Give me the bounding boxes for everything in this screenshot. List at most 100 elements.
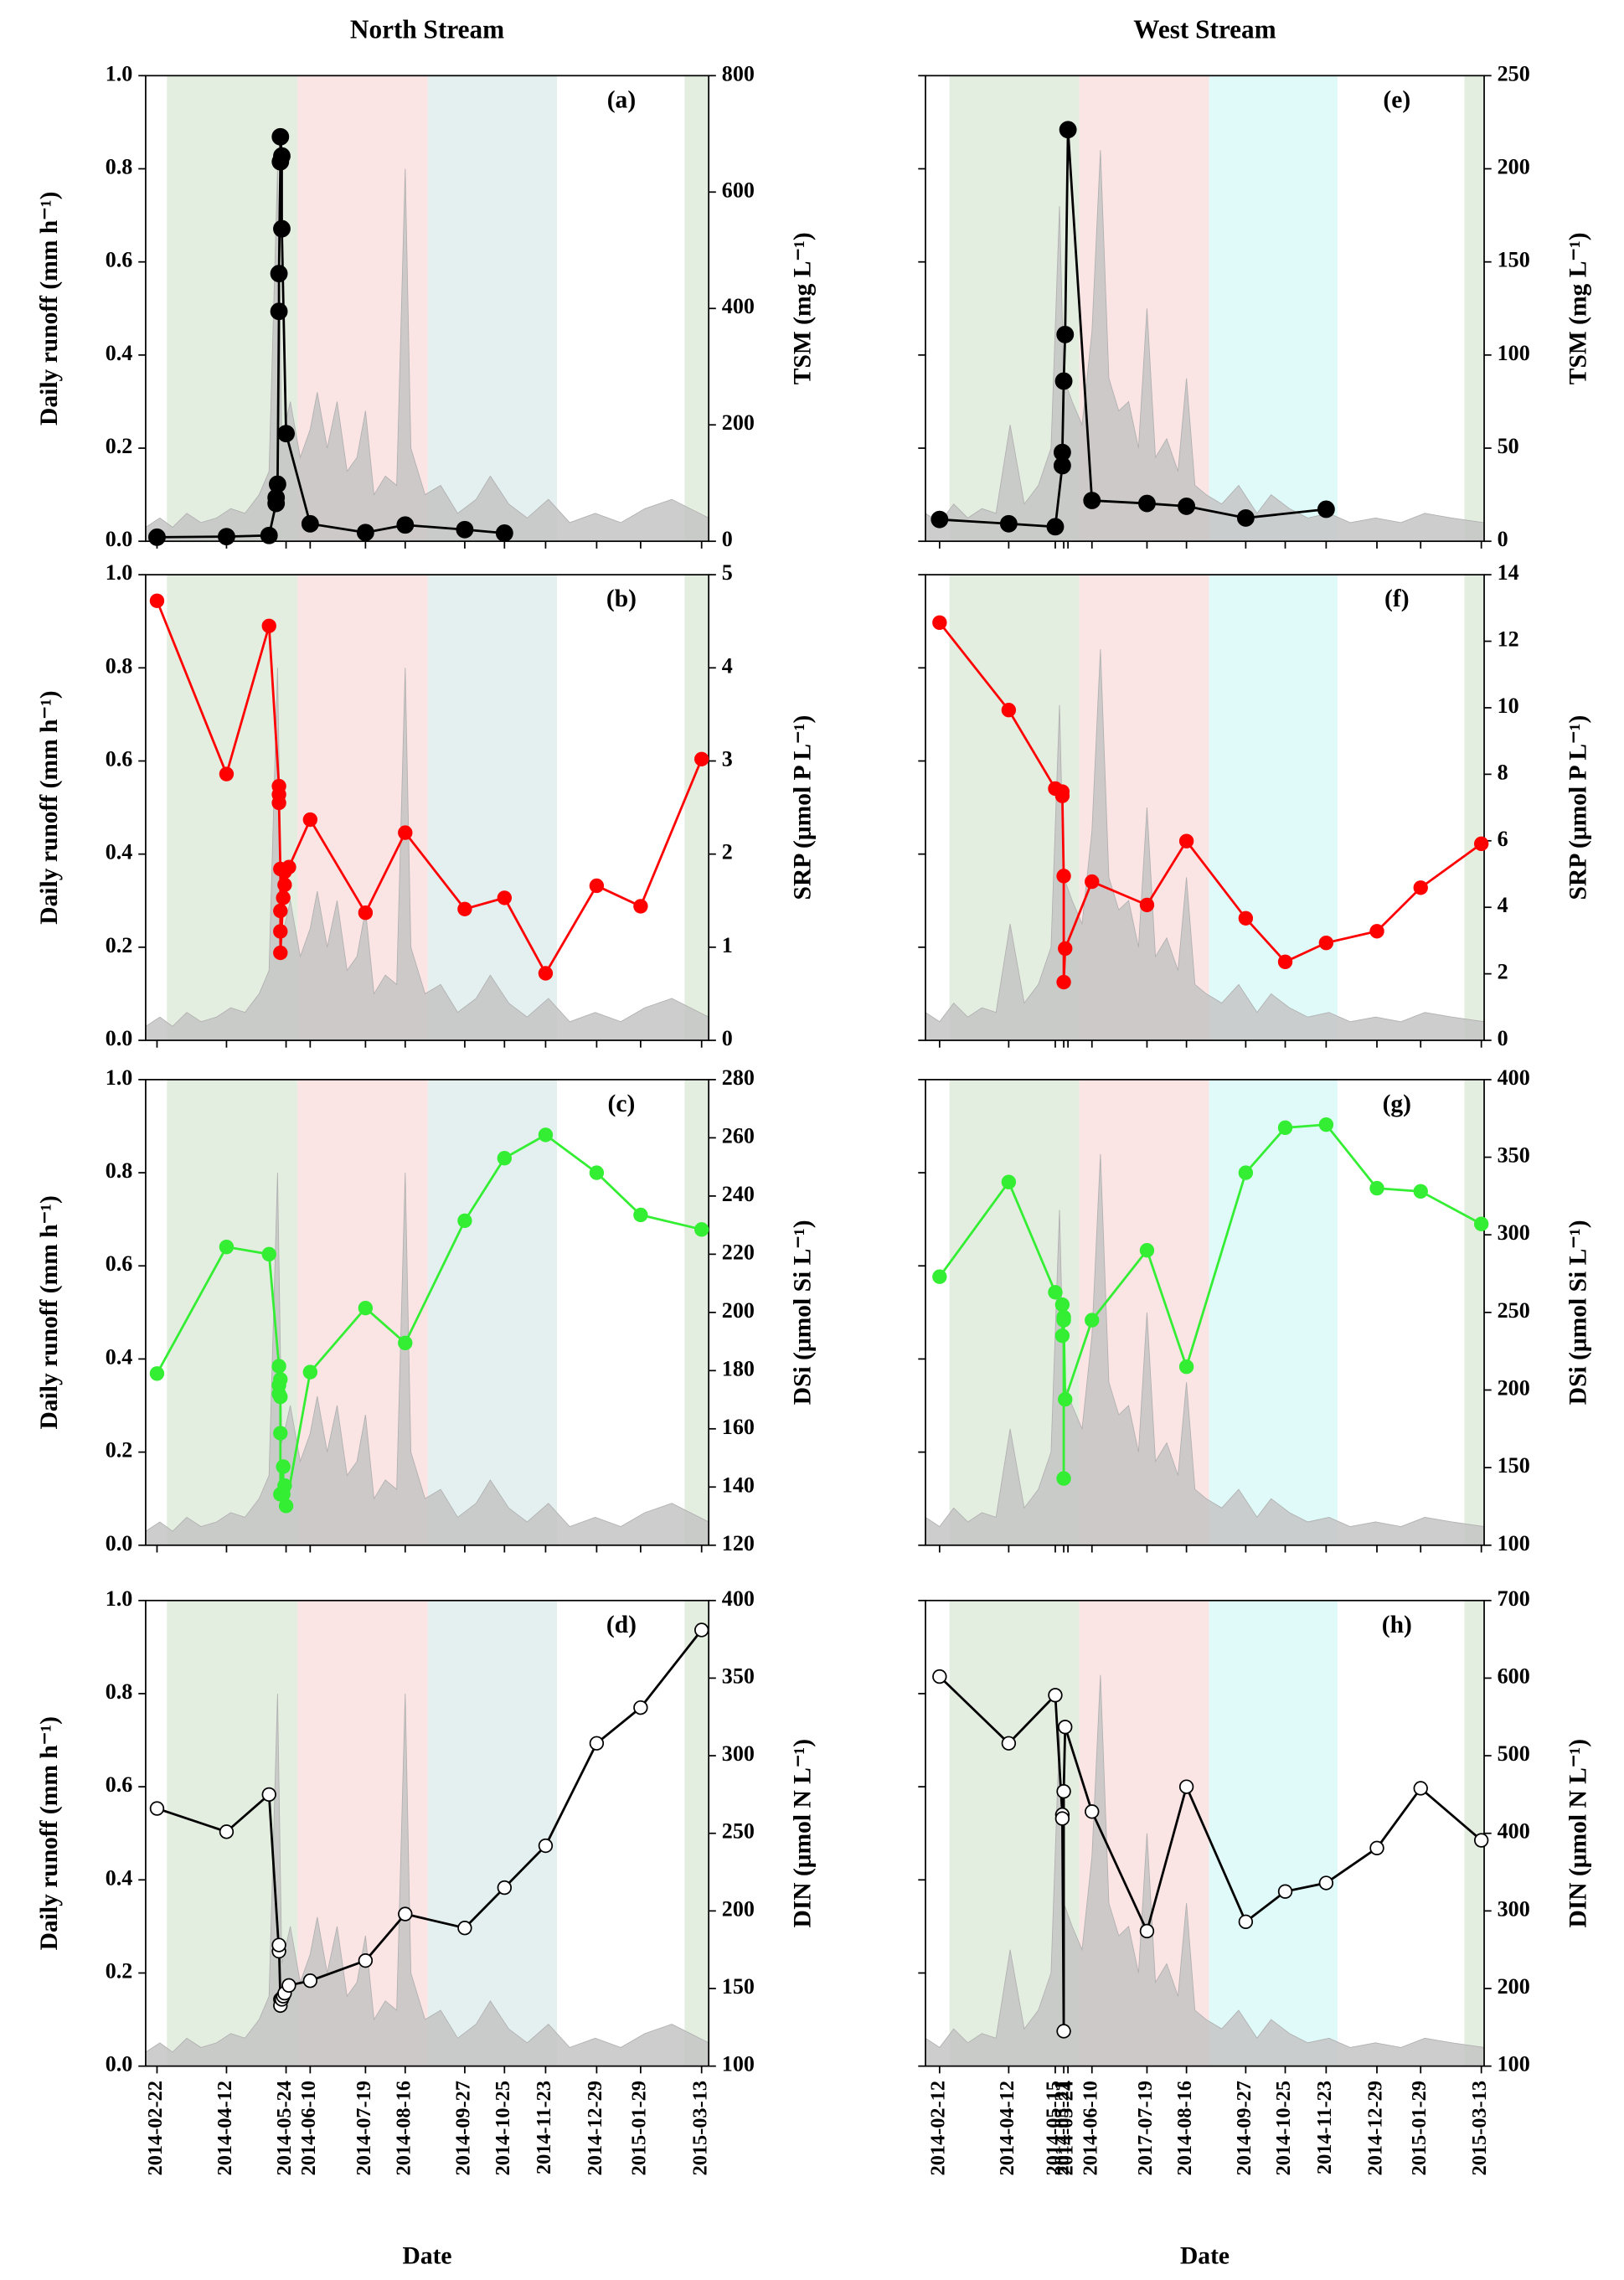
data-point [1318,1117,1334,1132]
y2-tick-label: 250 [1498,61,1530,85]
y-tick-label: 0.8 [106,1158,133,1183]
y2-tick-label: 1 [722,933,733,957]
runoff-area [925,1674,1485,2066]
data-point [219,1824,235,1839]
data-point [1056,1784,1071,1799]
y2-tick-label: 10 [1498,694,1519,718]
y-tick-label: 0.8 [106,1679,133,1704]
data-point [932,1269,947,1284]
x-tick-label: 2014-02-12 [926,2081,949,2175]
data-point [358,1952,374,1968]
y-tick-label: 0.0 [106,1531,133,1555]
data-point [538,1127,554,1143]
data-point [1369,924,1384,939]
y2-tick-label: 0 [722,527,733,551]
y2-tick-label: 50 [1498,434,1519,458]
y2-tick-label: 260 [722,1123,755,1148]
y2-tick-label: 150 [722,1974,755,1999]
season-band [684,575,709,1041]
y2-tick-label: 4 [1498,893,1508,917]
runoff-area [145,1693,709,2066]
data-point [273,1372,288,1387]
y2-tick-label: 4 [722,653,733,678]
data-point [301,514,319,533]
season-band [1209,1079,1338,1545]
data-point [358,1300,374,1316]
column-title: West Stream [1133,14,1276,44]
x-tick-label: 2014-12-29 [584,2081,606,2175]
x-tick-label: 2015-03-13 [688,2081,711,2175]
data-point [1139,1923,1155,1939]
y2-tick-label: 3 [722,746,733,771]
data-point [589,1736,605,1751]
data-point [302,1364,318,1380]
y2-axis-label: TSM (mg L⁻¹) [790,232,817,384]
x-axis-label: Date [1180,2243,1230,2270]
data-point [1178,833,1194,849]
data-point [1056,1471,1071,1486]
data-point [538,1838,554,1854]
y-tick-label: 0.0 [106,1026,133,1050]
y2-tick-label: 400 [722,294,755,318]
data-point [1053,443,1071,462]
panel-label: (b) [606,585,637,612]
y2-axis-label: SRP (μmol P L⁻¹) [790,715,817,900]
y2-axis-label: SRP (μmol P L⁻¹) [1565,715,1591,900]
data-point [694,751,709,766]
data-point [1056,1313,1071,1328]
data-point [1048,1688,1063,1703]
data-point [1085,1804,1100,1819]
plot-area [925,1600,1485,2066]
y2-tick-label: 6 [1498,827,1508,851]
y2-tick-label: 200 [1498,154,1530,178]
runoff-area [925,150,1485,542]
season-band [1209,1600,1338,2066]
y2-tick-label: 5 [722,560,733,585]
y2-tick-label: 8 [1498,760,1508,784]
data-point [456,520,474,539]
data-point [261,1787,276,1803]
data-point [694,1622,709,1638]
data-point [277,877,292,893]
y2-tick-label: 0 [1498,527,1508,551]
data-point [218,528,235,546]
data-point [1178,497,1196,515]
data-point [1059,121,1077,139]
x-tick-label: 2014-04-12 [996,2081,1018,2175]
y-tick-label: 0.4 [106,1865,133,1890]
y-tick-label: 0.2 [106,933,133,957]
data-point [497,890,513,905]
y2-tick-label: 300 [1498,1896,1530,1921]
y2-tick-label: 200 [722,1896,755,1921]
y2-tick-label: 400 [1498,1819,1530,1844]
data-point [1236,508,1255,527]
x-tick-label: 2017-07-19 [1134,2081,1157,2175]
y2-tick-label: 2 [722,840,733,864]
data-point [495,524,513,542]
data-point [219,1239,235,1255]
y2-tick-label: 250 [1498,1298,1530,1323]
data-point [273,147,291,165]
data-point [457,1921,472,1936]
data-point [932,1669,947,1684]
data-point [1317,500,1335,518]
y-tick-label: 1.0 [106,1586,133,1611]
data-point [1056,869,1071,884]
x-tick-label: 2015-01-29 [1408,2081,1431,2175]
y-tick-label: 0.8 [106,154,133,178]
data-point [931,510,949,529]
y2-tick-label: 0 [1498,1026,1508,1050]
y2-tick-label: 350 [722,1664,755,1688]
data-point [1085,1313,1100,1328]
data-point [1238,910,1254,926]
x-tick-label: 2014-12-29 [1364,2081,1387,2175]
plot-area [925,1079,1485,1545]
y2-tick-label: 250 [722,1819,755,1844]
data-point [1001,1174,1017,1189]
data-point [694,1222,709,1237]
panel-label: (a) [607,86,636,113]
plot-frame [925,574,1485,1041]
data-point [268,475,286,493]
data-point [277,1478,292,1493]
data-point [1369,1180,1384,1196]
